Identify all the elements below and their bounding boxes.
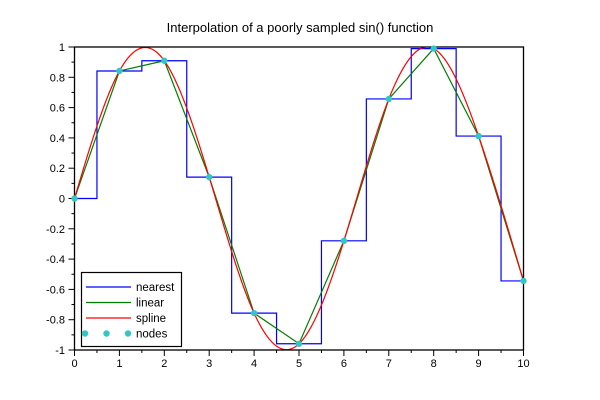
node-marker [340, 237, 348, 245]
y-tick-label: -0.4 [46, 254, 65, 266]
node-marker [250, 309, 258, 317]
node-marker [475, 132, 482, 140]
legend-label: spline [136, 313, 166, 325]
x-tick-label: 4 [251, 358, 257, 370]
legend-label: linear [136, 298, 164, 310]
x-tick-label: 0 [71, 358, 77, 370]
y-tick-label: 1 [59, 42, 65, 54]
x-tick-label: 7 [386, 358, 392, 370]
x-tick-label: 10 [517, 358, 529, 370]
x-tick-label: 9 [476, 358, 482, 370]
legend-point-sample [124, 330, 132, 337]
y-tick-label: 0.6 [50, 103, 65, 115]
x-tick-label: 5 [296, 358, 302, 370]
x-tick-label: 6 [341, 358, 347, 370]
y-tick-label: 0 [59, 194, 65, 206]
nodes-group [71, 45, 527, 347]
legend: nearest linear spline nodes [80, 271, 183, 348]
node-marker [430, 45, 437, 52]
node-marker [71, 195, 78, 202]
y-tick-label: 0.8 [50, 72, 65, 84]
node-marker [520, 277, 527, 285]
x-ticks-group [74, 350, 524, 356]
node-marker [206, 173, 213, 181]
legend-label: nodes [136, 329, 168, 341]
x-tick-label: 3 [206, 358, 212, 370]
x-tick-label: 1 [116, 358, 122, 370]
legend-point-sample [81, 330, 89, 337]
node-marker [161, 57, 168, 64]
legend-box [80, 271, 183, 348]
x-tick-label: 2 [161, 358, 167, 370]
legend-point-sample [103, 330, 110, 337]
y-tick-label: 0.2 [50, 163, 65, 175]
node-marker [385, 95, 392, 103]
y-tick-label: -0.6 [46, 284, 65, 296]
chart-title: Interpolation of a poorly sampled sin() … [166, 20, 434, 35]
y-tick-label: -0.8 [46, 315, 65, 327]
node-marker [295, 340, 303, 347]
y-tick-label: 0.4 [50, 133, 65, 145]
y-tick-label: -0.2 [46, 224, 65, 236]
legend-label: nearest [136, 282, 175, 294]
x-tick-label: 8 [431, 358, 437, 370]
y-ticks-group [68, 46, 75, 351]
node-marker [116, 67, 123, 75]
y-tick-label: -1 [55, 345, 65, 357]
